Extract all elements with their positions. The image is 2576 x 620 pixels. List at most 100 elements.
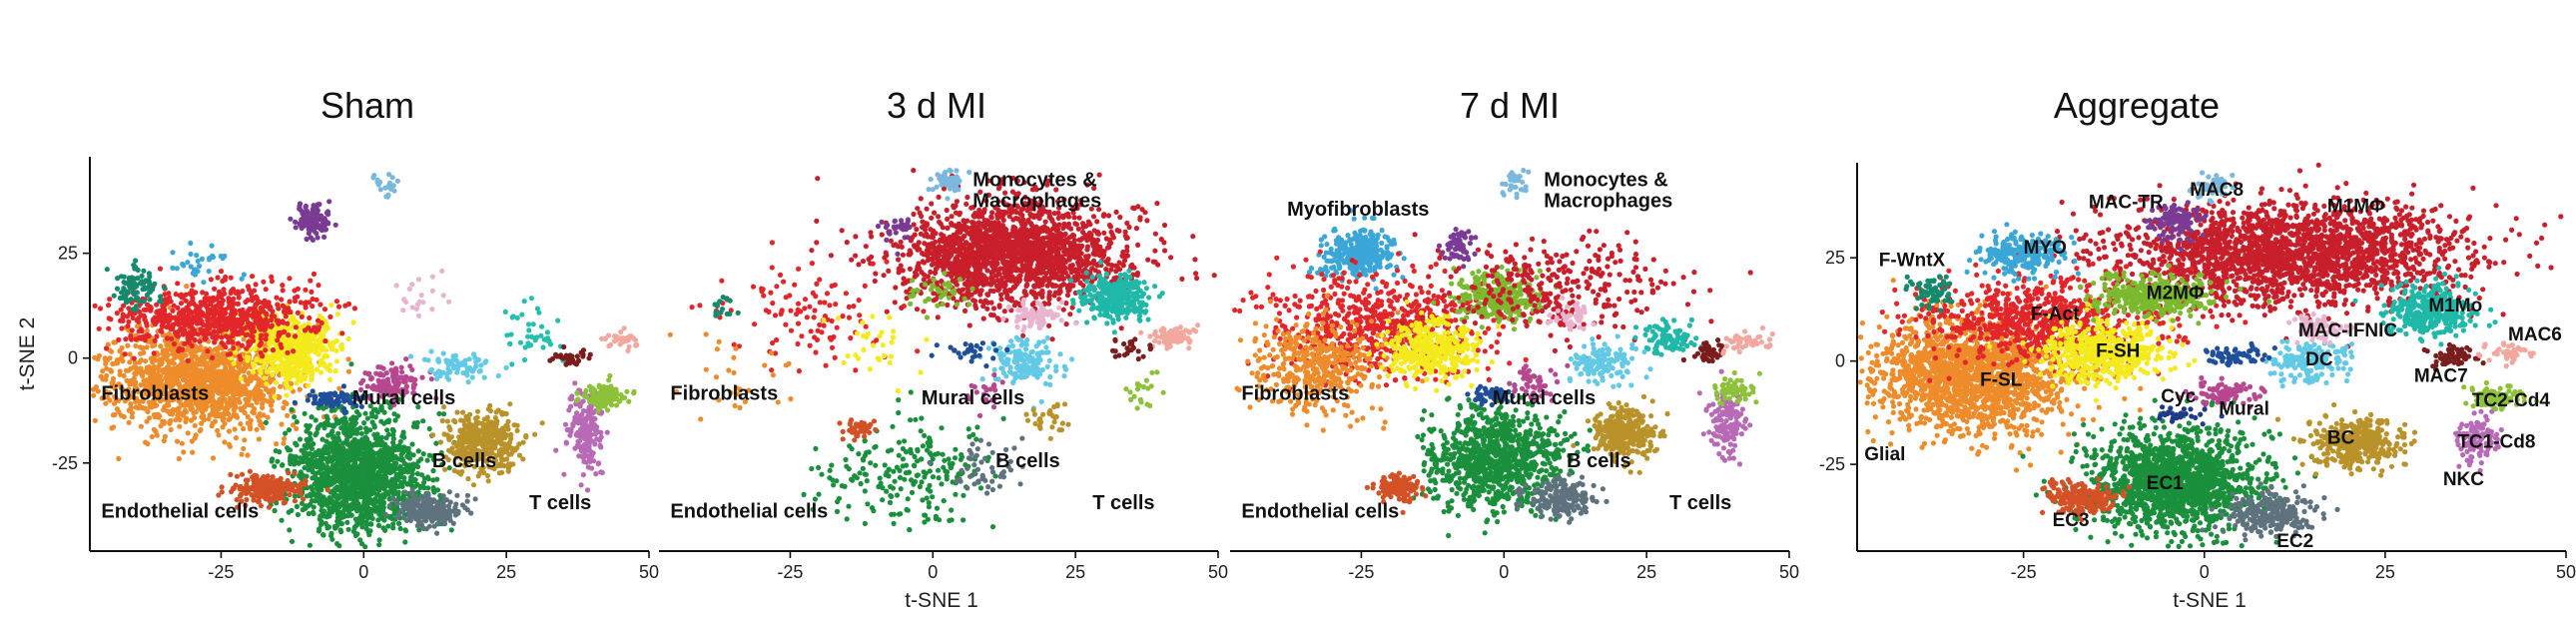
data-point bbox=[210, 455, 217, 461]
data-point bbox=[341, 507, 347, 513]
data-point bbox=[333, 299, 339, 305]
data-point bbox=[186, 308, 192, 313]
data-point bbox=[287, 527, 293, 533]
data-point bbox=[249, 402, 255, 408]
data-point bbox=[204, 360, 210, 366]
data-point bbox=[345, 526, 351, 532]
data-point bbox=[92, 417, 98, 423]
data-point bbox=[493, 409, 499, 415]
data-point bbox=[336, 385, 342, 391]
data-point bbox=[210, 420, 216, 426]
data-point bbox=[249, 332, 255, 339]
data-point bbox=[310, 296, 316, 303]
data-point bbox=[180, 330, 187, 336]
data-point bbox=[360, 483, 366, 489]
data-point bbox=[322, 520, 328, 527]
data-point bbox=[294, 425, 300, 431]
data-point bbox=[350, 479, 356, 485]
data-point bbox=[108, 316, 114, 322]
data-point bbox=[243, 477, 249, 483]
data-point bbox=[376, 542, 382, 548]
data-point bbox=[260, 353, 266, 359]
data-point bbox=[201, 375, 208, 381]
data-point bbox=[350, 319, 356, 325]
data-point bbox=[263, 287, 269, 293]
data-point bbox=[411, 420, 417, 426]
data-point bbox=[168, 426, 174, 432]
data-point bbox=[289, 406, 295, 412]
data-point bbox=[415, 463, 421, 470]
data-point bbox=[274, 488, 280, 494]
data-point bbox=[398, 507, 404, 513]
data-point bbox=[345, 356, 351, 362]
data-point bbox=[244, 345, 250, 351]
data-point bbox=[275, 337, 281, 343]
data-point bbox=[190, 374, 197, 380]
data-point bbox=[311, 451, 317, 457]
data-point bbox=[426, 509, 432, 515]
data-point bbox=[138, 335, 144, 341]
data-point bbox=[198, 326, 204, 332]
data-point bbox=[250, 274, 256, 280]
data-point bbox=[324, 416, 330, 422]
data-point bbox=[328, 407, 334, 413]
data-point bbox=[276, 332, 282, 338]
data-point bbox=[328, 303, 334, 309]
data-point bbox=[208, 277, 214, 283]
data-point bbox=[430, 477, 436, 483]
data-point bbox=[376, 537, 382, 543]
data-point bbox=[134, 365, 140, 371]
data-point bbox=[303, 287, 309, 293]
data-point bbox=[500, 427, 507, 434]
data-point bbox=[489, 439, 495, 445]
data-point bbox=[234, 473, 240, 479]
data-point bbox=[281, 319, 287, 325]
data-point bbox=[207, 412, 213, 418]
data-point bbox=[106, 303, 112, 309]
data-point bbox=[333, 358, 340, 364]
data-point bbox=[260, 424, 266, 431]
data-point bbox=[340, 511, 346, 518]
data-point bbox=[329, 444, 335, 450]
data-point bbox=[273, 448, 279, 454]
data-point bbox=[390, 491, 397, 497]
data-point bbox=[188, 350, 194, 356]
data-point bbox=[245, 452, 251, 458]
data-point bbox=[374, 477, 380, 483]
data-point bbox=[164, 374, 170, 380]
data-point bbox=[228, 471, 234, 477]
data-point bbox=[374, 409, 380, 415]
panel-title: Sham bbox=[321, 85, 414, 126]
data-point bbox=[219, 339, 225, 346]
data-point bbox=[329, 343, 335, 349]
data-point bbox=[205, 348, 211, 354]
data-point bbox=[280, 283, 286, 289]
data-point bbox=[314, 476, 320, 483]
data-point bbox=[472, 421, 479, 427]
data-point bbox=[294, 419, 300, 425]
data-point bbox=[286, 509, 292, 515]
data-point bbox=[401, 434, 407, 440]
data-point bbox=[253, 489, 259, 495]
data-point bbox=[152, 337, 158, 343]
data-point bbox=[390, 439, 396, 445]
data-point bbox=[237, 399, 243, 405]
data-point bbox=[316, 424, 322, 430]
data-point bbox=[341, 486, 347, 492]
data-point bbox=[204, 291, 210, 297]
data-point bbox=[386, 503, 392, 509]
data-point bbox=[485, 478, 491, 484]
data-point bbox=[212, 402, 218, 408]
data-point bbox=[257, 392, 264, 398]
data-point bbox=[399, 456, 405, 462]
data-point bbox=[116, 455, 122, 461]
data-point bbox=[131, 355, 137, 361]
data-point bbox=[243, 386, 249, 392]
data-point bbox=[292, 414, 298, 420]
data-point bbox=[264, 311, 270, 317]
data-point bbox=[234, 414, 241, 420]
data-point bbox=[334, 504, 340, 510]
data-point bbox=[277, 477, 283, 484]
data-point bbox=[153, 319, 159, 325]
data-point bbox=[190, 282, 196, 289]
